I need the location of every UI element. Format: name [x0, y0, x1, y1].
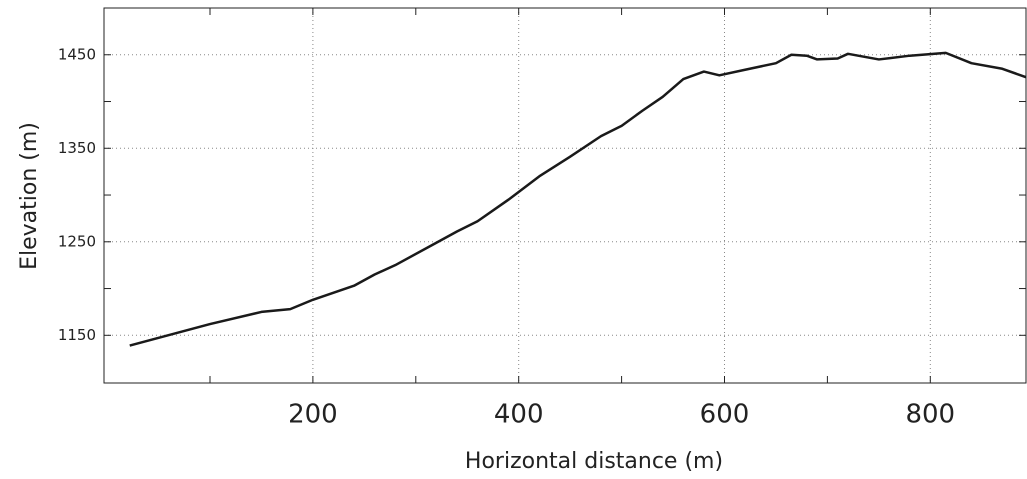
- x-tick-label: 400: [494, 400, 544, 430]
- y-tick-label: 1250: [58, 232, 96, 250]
- y-tick-label: 1450: [58, 45, 96, 63]
- plot-frame: [103, 7, 1027, 384]
- elevation-line: [129, 51, 1027, 347]
- y-axis-label: Elevation (m): [17, 122, 42, 270]
- x-tick-label: 800: [905, 400, 955, 430]
- x-tick-label: 200: [288, 400, 338, 430]
- x-tick-label: 600: [700, 400, 750, 430]
- y-tick-label: 1150: [58, 326, 96, 344]
- y-tick-label: 1350: [58, 139, 96, 157]
- x-axis-label: Horizontal distance (m): [465, 449, 723, 474]
